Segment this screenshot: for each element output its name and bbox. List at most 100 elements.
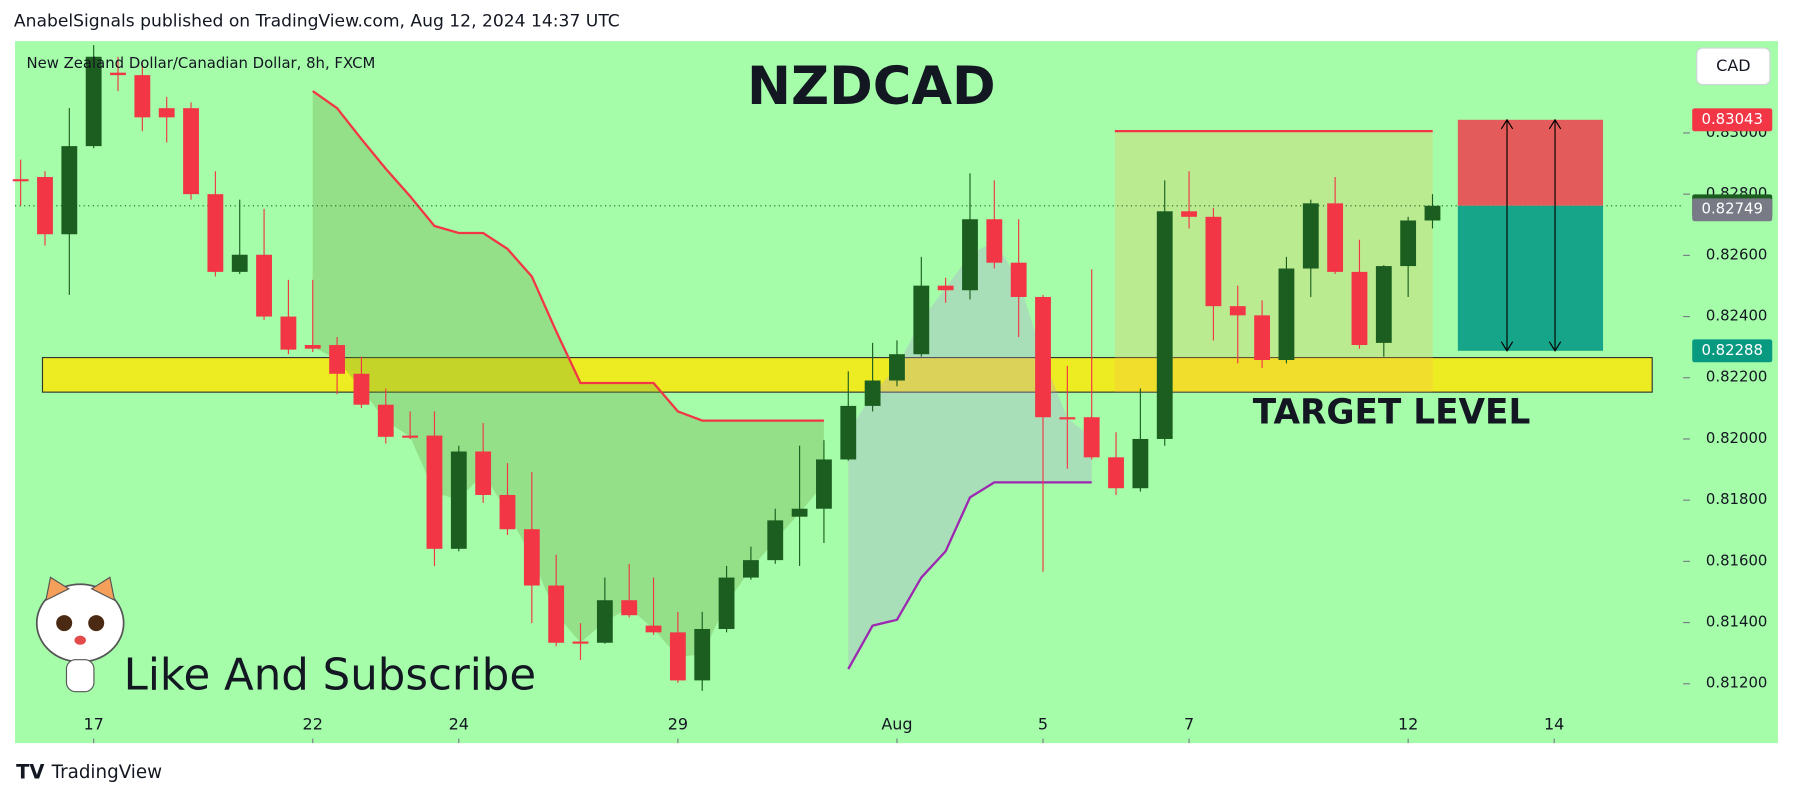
zone-label: TARGET LEVEL <box>1253 392 1531 432</box>
y-tick-label: 0.82200 <box>1706 368 1767 386</box>
candle-body <box>85 56 102 147</box>
price-badge-label: 0.83043 <box>1702 110 1763 128</box>
target-zone <box>41 356 1653 393</box>
candle-body <box>572 641 589 644</box>
candle-body <box>1375 266 1392 343</box>
candle-body <box>1108 457 1124 489</box>
symbol-label: New Zealand Dollar/Canadian Dollar, 8h, … <box>26 54 375 72</box>
y-tick-label: 0.82600 <box>1706 245 1767 263</box>
candle-body <box>621 600 638 616</box>
candle-body <box>1400 220 1417 267</box>
target-box <box>1457 205 1604 351</box>
publish-header: AnabelSignals published on TradingView.c… <box>14 12 620 32</box>
x-tick-label: Aug <box>881 714 912 733</box>
candle-body <box>353 373 370 405</box>
candle-body <box>816 459 832 509</box>
mascot <box>35 576 125 693</box>
trend-fill <box>848 240 1092 670</box>
candle-body <box>402 435 419 438</box>
candle-body <box>475 451 492 495</box>
candle-body <box>742 560 759 578</box>
candle-body <box>183 108 199 195</box>
price-badge <box>1692 108 1773 132</box>
currency-button[interactable] <box>1696 47 1771 86</box>
candle-body <box>767 520 784 561</box>
chart-title: NZDCAD <box>747 56 996 117</box>
x-tick-label: 12 <box>1398 714 1418 733</box>
candle-body <box>304 345 321 349</box>
candle-body <box>61 146 78 235</box>
promo-text: Like And Subscribe <box>124 650 536 700</box>
x-tick-label: 14 <box>1544 714 1564 733</box>
candle-body <box>1302 203 1319 269</box>
candle-body <box>499 494 516 530</box>
candle-body <box>1181 211 1197 217</box>
candle-body <box>669 632 686 681</box>
stop-box <box>1457 119 1604 206</box>
y-tick-label: 0.81400 <box>1706 613 1767 631</box>
candle-body <box>207 194 224 272</box>
arrow-head <box>1548 118 1562 352</box>
y-tick-label: 0.81600 <box>1706 551 1767 569</box>
candle-body <box>548 585 565 643</box>
plot <box>12 45 1681 691</box>
candle-body <box>1083 417 1100 458</box>
price-badge <box>1692 198 1773 222</box>
candle-body <box>962 219 978 291</box>
candle-body <box>1010 262 1027 297</box>
candle-body <box>523 529 540 586</box>
candle-body <box>1351 271 1368 346</box>
candle-body <box>158 108 175 118</box>
brand-logo: 𝗧𝗩 <box>16 760 44 783</box>
candle-body <box>937 285 954 291</box>
arrow-head <box>1500 118 1514 352</box>
x-tick-label: 24 <box>449 714 469 733</box>
brand-name: TradingView <box>51 762 163 783</box>
candle-body <box>913 285 930 355</box>
candle-body <box>596 600 613 643</box>
candle-body <box>986 219 1003 263</box>
trend-line <box>312 90 824 422</box>
candle-body <box>718 577 735 629</box>
candle-body <box>1035 296 1051 418</box>
candle-body <box>1327 203 1344 272</box>
candle-body <box>1059 417 1076 420</box>
candle-body <box>889 354 905 381</box>
y-tick-label: 0.81800 <box>1706 490 1767 508</box>
candle-body <box>1205 216 1222 307</box>
candle-body <box>1229 306 1246 316</box>
price-badge-label: 0.82749 <box>1702 200 1763 218</box>
x-tick-label: 5 <box>1038 714 1048 733</box>
candle-body <box>840 405 857 460</box>
candle-body <box>12 179 29 182</box>
candle-body <box>1278 268 1295 361</box>
candle-body <box>1424 205 1441 221</box>
candle-body <box>426 435 443 549</box>
candle-body <box>791 508 808 517</box>
candle-body <box>377 404 394 437</box>
candle-body <box>1254 315 1271 361</box>
candle-body <box>645 625 662 633</box>
candle-body <box>256 254 272 317</box>
price-badge <box>1692 339 1773 363</box>
trend-fill <box>312 91 824 657</box>
x-tick-label: 17 <box>83 714 103 733</box>
y-tick-label: 0.82000 <box>1706 429 1767 447</box>
x-tick-label: 22 <box>303 714 323 733</box>
trend-line <box>847 481 1092 670</box>
y-tick-label: 0.82400 <box>1706 307 1767 325</box>
price-badge-label: 0.82288 <box>1702 341 1763 359</box>
x-tick-label: 29 <box>668 714 688 733</box>
candle-body <box>110 72 126 76</box>
x-tick-label: 7 <box>1184 714 1194 733</box>
candle-body <box>694 628 711 681</box>
candle-body <box>864 380 881 406</box>
candle-body <box>329 345 346 374</box>
candle-body <box>280 316 297 350</box>
candle-body <box>450 451 467 549</box>
candle-body <box>1132 438 1149 489</box>
currency-button-label[interactable]: CAD <box>1716 56 1750 75</box>
y-tick-label: 0.81200 <box>1706 674 1767 692</box>
